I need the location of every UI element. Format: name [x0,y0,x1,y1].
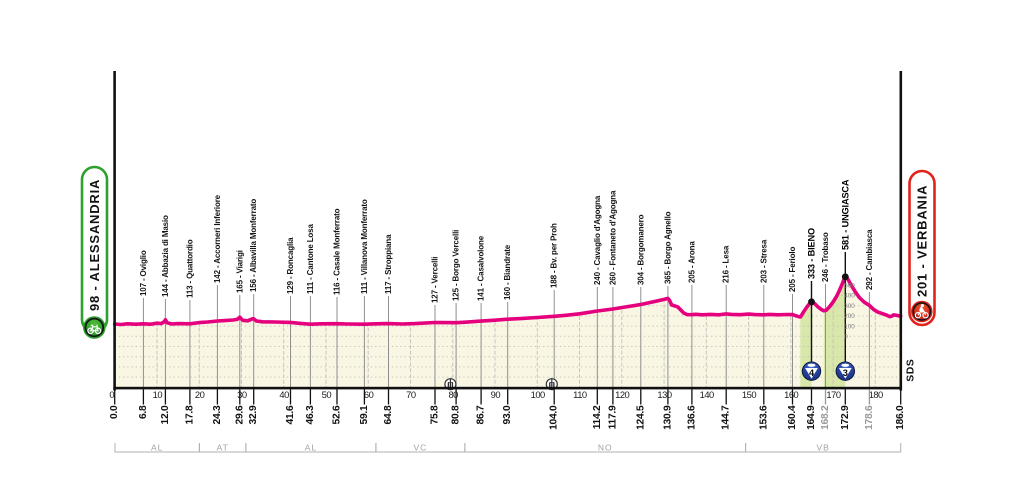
svg-text:164.9: 164.9 [806,405,817,430]
svg-text:AL: AL [151,443,163,453]
svg-text:160.4: 160.4 [787,405,798,430]
svg-text:141 - Casalvolone: 141 - Casalvolone [477,235,486,301]
svg-text:292 - Cambiasca: 292 - Cambiasca [865,229,874,290]
svg-text:59.1: 59.1 [359,405,370,424]
svg-text:116 - Casale Monferrato: 116 - Casale Monferrato [333,208,342,295]
svg-text:10: 10 [153,389,163,400]
svg-text:AT: AT [217,443,229,453]
svg-text:186.0: 186.0 [895,405,906,430]
svg-text:125 - Borgo Vercelli: 125 - Borgo Vercelli [452,230,461,301]
svg-text:153.6: 153.6 [758,405,769,430]
svg-text:168.2: 168.2 [820,405,831,430]
svg-text:41.6: 41.6 [285,405,296,424]
svg-text:100: 100 [844,323,855,330]
svg-text:50: 50 [322,389,332,400]
svg-text:205 - Arona: 205 - Arona [687,241,696,283]
svg-text:114.2: 114.2 [592,405,603,429]
svg-text:144 - Abbazia di Masio: 144 - Abbazia di Masio [161,215,170,297]
svg-text:160: 160 [784,389,798,400]
svg-text:4: 4 [809,368,815,378]
svg-text:130: 130 [657,389,671,400]
svg-text:203 - Stresa: 203 - Stresa [759,239,768,283]
svg-text:124.5: 124.5 [635,405,646,430]
svg-text:180: 180 [869,389,883,400]
svg-text:80.8: 80.8 [451,405,462,424]
svg-text:AL: AL [305,443,317,453]
svg-text:30: 30 [237,389,247,400]
svg-text:12.0: 12.0 [160,405,171,424]
svg-text:113 - Quattordio: 113 - Quattordio [185,239,194,298]
svg-text:3: 3 [843,368,848,378]
svg-text:216 - Lesa: 216 - Lesa [722,245,731,283]
svg-text:0: 0 [109,389,114,400]
svg-text:140: 140 [700,389,714,400]
svg-text:160 - Biandrate: 160 - Biandrate [503,244,512,300]
svg-text:300: 300 [844,303,855,310]
svg-text:90: 90 [491,389,501,400]
svg-text:32.9: 32.9 [248,405,259,424]
svg-text:172.9: 172.9 [840,405,851,430]
svg-text:260 - Fontaneto d'Agogna: 260 - Fontaneto d'Agogna [608,190,617,285]
svg-text:100: 100 [531,389,545,400]
svg-text:178.6: 178.6 [864,405,875,430]
svg-text:117 - Stroppiana: 117 - Stroppiana [384,234,393,294]
svg-text:333 - BIENO: 333 - BIENO [807,228,817,279]
svg-text:304 - Borgomanero: 304 - Borgomanero [636,214,645,285]
svg-text:581 - UNGIASCA: 581 - UNGIASCA [840,179,850,250]
svg-text:246 - Trobaso: 246 - Trobaso [821,232,830,282]
svg-text:188 - Bv. per Proh: 188 - Bv. per Proh [550,223,559,288]
svg-text:VC: VC [413,443,427,453]
svg-text:142 - Accorneri Inferiore: 142 - Accorneri Inferiore [213,194,222,283]
svg-text:136.6: 136.6 [686,405,697,430]
svg-text:117.9: 117.9 [607,405,618,429]
svg-text:500: 500 [844,283,855,290]
svg-text:150: 150 [742,389,756,400]
svg-text:29.6: 29.6 [234,405,245,424]
svg-text:80: 80 [448,389,458,400]
svg-text:46.3: 46.3 [305,405,316,424]
svg-text:240 - Cavaglio d'Agogna: 240 - Cavaglio d'Agogna [593,195,602,285]
svg-text:107 - Oviglio: 107 - Oviglio [139,250,148,296]
svg-text:365 - Borgo Agnello: 365 - Borgo Agnello [663,211,672,284]
svg-text:156 - Albavilla Monferrato: 156 - Albavilla Monferrato [249,199,258,292]
svg-text:200: 200 [844,313,855,320]
svg-text:40: 40 [279,389,289,400]
svg-text:205 - Feriolo: 205 - Feriolo [788,247,797,292]
svg-text:75.8: 75.8 [430,405,441,424]
svg-text:NO: NO [598,443,613,453]
svg-text:201 - VERBANIA: 201 - VERBANIA [915,185,930,297]
svg-text:130.9: 130.9 [662,405,673,430]
svg-text:0: 0 [844,334,848,341]
svg-text:111 - Villanova Monferrato: 111 - Villanova Monferrato [360,199,369,294]
svg-text:0.0: 0.0 [109,405,120,419]
svg-text:110: 110 [573,389,587,400]
svg-text:144.7: 144.7 [721,405,732,430]
svg-text:400: 400 [844,293,855,300]
svg-text:60: 60 [364,389,374,400]
svg-text:64.8: 64.8 [383,405,394,424]
svg-text:98 - ALESSANDRIA: 98 - ALESSANDRIA [87,179,102,311]
svg-text:86.7: 86.7 [476,405,487,424]
svg-text:120: 120 [615,389,629,400]
svg-text:VB: VB [817,443,830,453]
svg-text:24.3: 24.3 [212,405,223,424]
svg-text:6.8: 6.8 [138,405,149,419]
svg-text:17.8: 17.8 [184,405,195,424]
svg-text:20: 20 [195,389,205,400]
svg-text:93.0: 93.0 [502,405,513,424]
svg-text:SDS: SDS [905,359,917,382]
svg-text:111 - Cantone Losa: 111 - Cantone Losa [306,224,315,294]
svg-text:104.0: 104.0 [549,405,560,430]
svg-text:70: 70 [406,389,416,400]
svg-text:127 - Vercelli: 127 - Vercelli [431,257,440,303]
svg-text:129 - Roncaglia: 129 - Roncaglia [286,237,295,294]
svg-text:165 - Viarigi: 165 - Viarigi [235,250,244,293]
svg-text:170: 170 [826,389,840,400]
svg-text:52.6: 52.6 [332,405,343,424]
